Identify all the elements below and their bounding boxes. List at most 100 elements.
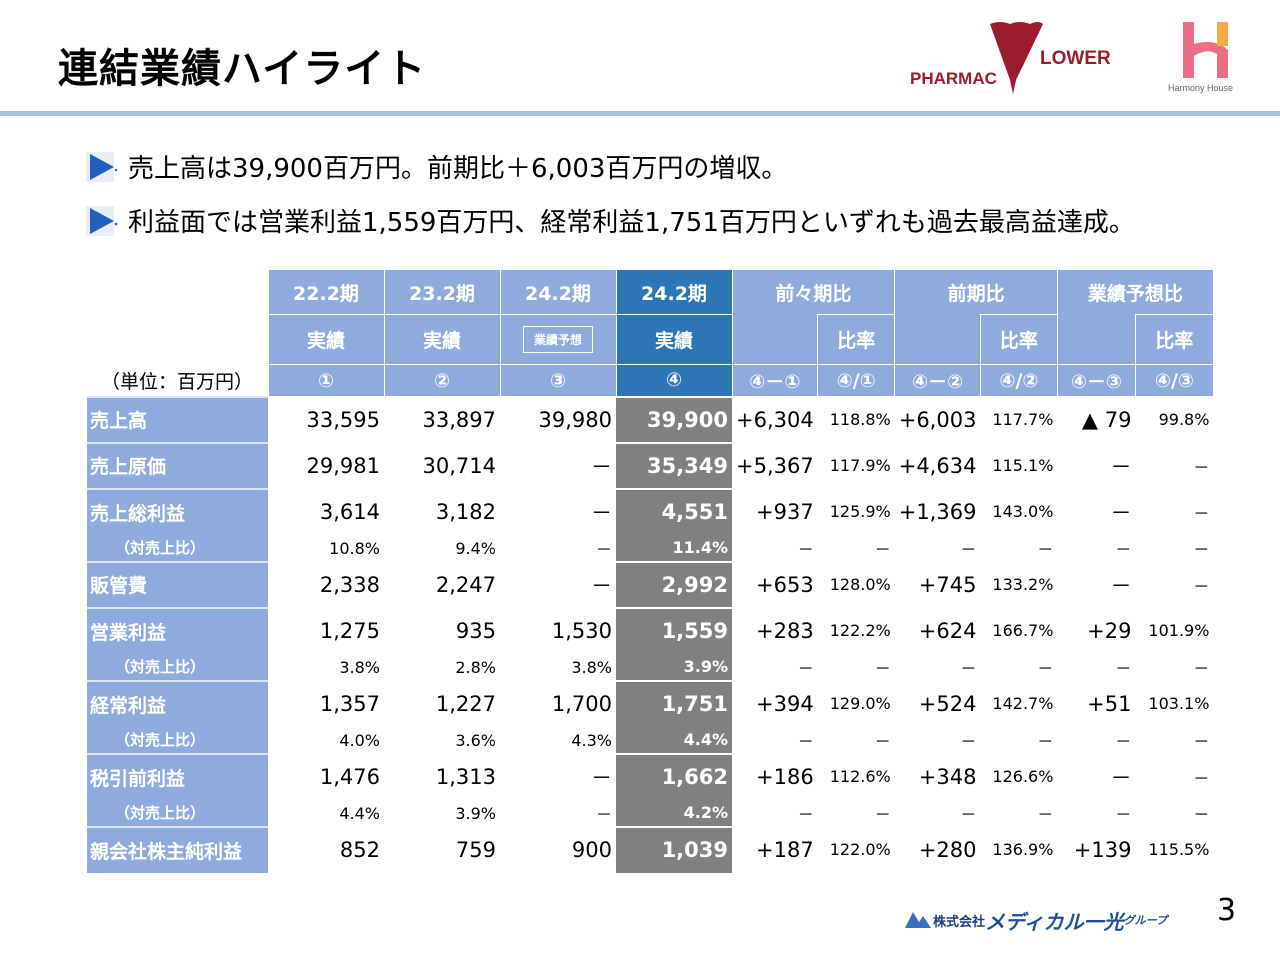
cell: 1,357: [319, 691, 380, 716]
cell: 2,338: [319, 572, 380, 597]
row-label: 経常利益: [87, 679, 268, 727]
cell: －: [1193, 503, 1210, 523]
header-period: 23.2期: [383, 269, 501, 315]
cell: 33,595: [306, 407, 380, 432]
footer-logo: 株式会社 メディカル一光 グループ: [905, 908, 1167, 934]
header-ref: ④: [615, 364, 733, 397]
cell: －: [1115, 732, 1132, 751]
cell: +5,367: [736, 453, 814, 478]
row-label: （対売上比）: [87, 653, 268, 681]
cell: 10.8%: [329, 538, 380, 558]
cell: 122.2%: [829, 621, 891, 640]
cell: 128.0%: [829, 575, 891, 594]
cell: 3,614: [319, 499, 380, 524]
cell: 115.1%: [992, 456, 1054, 475]
header-ref: ④－①: [731, 364, 819, 397]
cell: 103.1%: [1148, 694, 1210, 713]
cell: －: [960, 540, 977, 559]
table-row: 売上原価 29,981 30,714 － 35,349 +5,367 117.9% +4,63…: [87, 441, 1213, 489]
header-ratio: 比率: [979, 314, 1058, 365]
cell: －: [874, 540, 891, 559]
bullet-text: 利益面では営業利益1,559百万円、経常利益1,751百万円といずれも過去最高益…: [128, 208, 1135, 238]
header-period: 22.2期: [267, 269, 385, 315]
cell: 11.4%: [616, 534, 732, 562]
cell: －: [591, 765, 612, 790]
cell: 133.2%: [992, 575, 1054, 594]
cell: +624: [918, 618, 977, 643]
unit-label: （単位：百万円）: [101, 370, 254, 393]
harmony-house-logo: Harmony House: [1165, 20, 1249, 96]
page-number: 3: [1217, 893, 1237, 928]
cell: －: [1193, 659, 1210, 678]
cell: 166.7%: [992, 621, 1054, 640]
row-label: （対売上比）: [87, 726, 268, 754]
cell: －: [797, 805, 814, 824]
cell: 3,182: [435, 499, 496, 524]
cell: +1,369: [898, 499, 977, 524]
footer-company: 株式会社: [933, 914, 986, 930]
cell: 129.0%: [829, 694, 891, 713]
row-label: 売上原価: [87, 441, 268, 489]
header-period: 24.2期: [615, 269, 733, 315]
cell: 2,247: [435, 572, 496, 597]
header-kind: 実績: [383, 314, 501, 365]
row-label: 営業利益: [87, 606, 268, 654]
cell: －: [797, 732, 814, 751]
table-row: 販管費 2,338 2,247 － 2,992 +653 128.0% +745 133.2% －…: [87, 560, 1213, 608]
cell: －: [1037, 540, 1054, 559]
cell: 117.9%: [829, 456, 891, 475]
row-label: 売上高: [87, 395, 268, 443]
footer-group: グループ: [1123, 914, 1167, 927]
cell: 9.4%: [455, 538, 496, 558]
cell: 99.8%: [1158, 410, 1210, 430]
cell: +937: [756, 499, 814, 524]
cell: －: [1110, 500, 1132, 525]
bullet-2: 利益面では営業利益1,559百万円、経常利益1,751百万円といずれも過去最高益…: [84, 202, 1135, 239]
cell: －: [1110, 573, 1132, 598]
cell: 122.0%: [829, 840, 891, 859]
cell: －: [1193, 732, 1210, 751]
bullet-1: 売上高は39,900百万円。前期比＋6,003百万円の増収。: [84, 148, 787, 185]
footer-brand: メディカル一光: [985, 909, 1124, 934]
svg-text:Harmony House: Harmony House: [1168, 83, 1233, 93]
cell: －: [1037, 732, 1054, 751]
cell: 117.7%: [992, 410, 1054, 430]
header-group: 業績予想比: [1056, 269, 1214, 315]
pharmacy-flower-logo: PHARMAC LOWER: [910, 22, 1110, 94]
cell: 4.2%: [616, 799, 732, 827]
cell: 2,992: [616, 560, 732, 608]
cell: 4.0%: [339, 730, 380, 750]
cell: 4,551: [616, 487, 732, 535]
cell: 852: [339, 837, 380, 862]
cell: +524: [918, 691, 977, 716]
cell: 29,981: [306, 453, 380, 478]
table-row: 売上高 33,595 33,897 39,980 39,900 +6,304 118.8% +…: [87, 395, 1213, 443]
cell: 143.0%: [992, 502, 1054, 521]
cell: －: [960, 659, 977, 678]
cell: 1,559: [616, 606, 732, 654]
cell: 112.6%: [829, 767, 891, 786]
header-ref: ④－②: [894, 364, 981, 397]
header-ref: ④/①: [817, 364, 896, 397]
cell: －: [797, 659, 814, 678]
table-row: 税引前利益 1,476 1,313 － 1,662 +186 112.6% +348 126.6…: [87, 752, 1213, 800]
cell: －: [874, 805, 891, 824]
cell: 1,275: [319, 618, 380, 643]
header-ref: ①: [267, 364, 385, 397]
cell: 3.6%: [455, 730, 496, 750]
cell: －: [1110, 454, 1132, 479]
header-period: 24.2期: [499, 269, 617, 315]
cell: +394: [756, 691, 814, 716]
cell: 1,313: [435, 764, 496, 789]
header-ratio: 比率: [817, 314, 896, 365]
cell: －: [960, 805, 977, 824]
cell: 4.4%: [339, 803, 380, 823]
cell: 3.8%: [339, 657, 380, 677]
table-row: 経常利益 1,357 1,227 1,700 1,751 +394 129.0% +524 14…: [87, 679, 1213, 727]
cell: 4.3%: [571, 730, 612, 750]
cell: ▲ 79: [1081, 407, 1132, 432]
cell: －: [1110, 765, 1132, 790]
cell: －: [595, 540, 612, 559]
cell: +51: [1087, 691, 1132, 716]
cell: 935: [455, 618, 496, 643]
